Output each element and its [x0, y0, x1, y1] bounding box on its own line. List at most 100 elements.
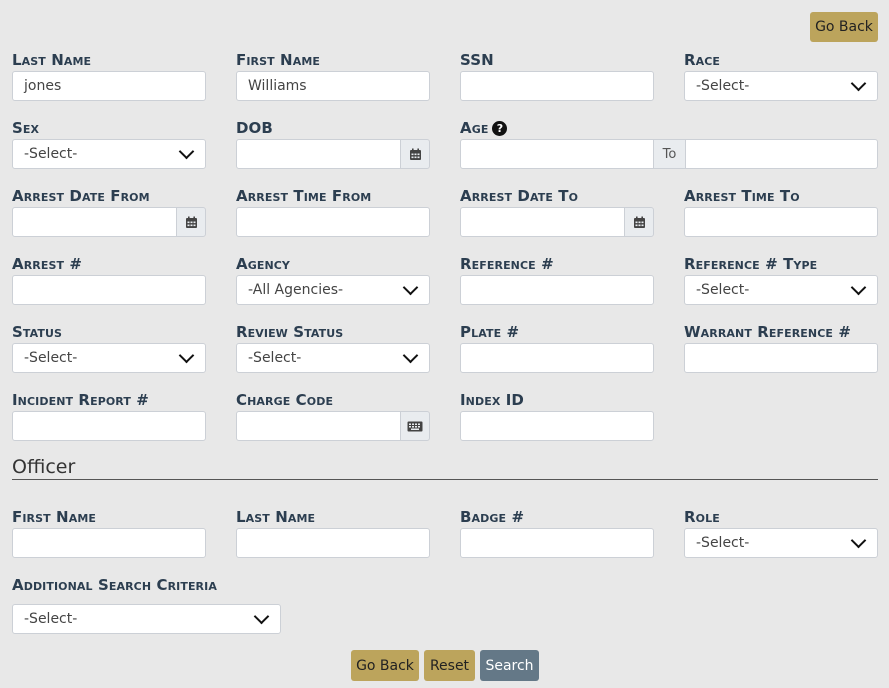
chevron-down-icon: [402, 279, 419, 296]
label-text: First Name: [12, 508, 96, 526]
label-text: Review Status: [236, 323, 344, 341]
incident-report-number-input[interactable]: [12, 411, 206, 441]
section-divider: [12, 479, 878, 480]
calendar-button[interactable]: [624, 207, 654, 237]
officer-section-title: Officer: [12, 456, 76, 478]
role-select[interactable]: -Select-: [684, 528, 878, 558]
first-name-input[interactable]: Williams: [236, 71, 430, 101]
label-text: Agency: [236, 255, 290, 273]
chevron-down-icon: [178, 347, 195, 364]
ssn-label: SSN: [460, 51, 494, 69]
warrant-reference-number-input[interactable]: [684, 343, 878, 373]
race-select[interactable]: -Select-: [684, 71, 878, 101]
label-text: First Name: [236, 51, 320, 69]
incident-report-number-label: Incident Report #: [12, 391, 149, 409]
calendar-button[interactable]: [176, 207, 206, 237]
arrest-date-from-input[interactable]: [12, 207, 177, 237]
agency-select[interactable]: -All Agencies-: [236, 275, 430, 305]
sex-select[interactable]: -Select-: [12, 139, 206, 169]
role-label: Role: [684, 508, 720, 526]
officer-last-name-label: Last Name: [236, 508, 315, 526]
additional-criteria-select[interactable]: -Select-: [12, 604, 281, 634]
chevron-down-icon: [850, 279, 867, 296]
label-text: Sex: [12, 119, 40, 137]
race-label: Race: [684, 51, 720, 69]
selected-value: -All Agencies-: [248, 282, 344, 298]
go-back-button[interactable]: Go Back: [351, 650, 419, 681]
question-circle-icon[interactable]: ?: [492, 121, 508, 136]
first-name-label: First Name: [236, 51, 320, 69]
plate-number-input[interactable]: [460, 343, 654, 373]
selected-value: -Select-: [24, 611, 78, 627]
go-back-top-button[interactable]: Go Back: [810, 12, 878, 42]
status-label: Status: [12, 323, 62, 341]
age-to-input[interactable]: [685, 139, 878, 169]
age-to-addon: To: [653, 139, 686, 169]
calendar-icon: [633, 216, 646, 229]
label-text: Arrest Date To: [460, 187, 579, 205]
status-select[interactable]: -Select-: [12, 343, 206, 373]
dob-label: DOB: [236, 119, 273, 137]
selected-value: -Select-: [696, 282, 750, 298]
officer-first-name-input[interactable]: [12, 528, 206, 558]
reset-button[interactable]: Reset: [424, 650, 475, 681]
label-text: DOB: [236, 119, 273, 137]
label-text: Reference #: [460, 255, 554, 273]
calendar-icon: [185, 216, 198, 229]
index-id-input[interactable]: [460, 411, 654, 441]
index-id-label: Index ID: [460, 391, 524, 409]
calendar-button[interactable]: [400, 139, 430, 169]
plate-number-label: Plate #: [460, 323, 519, 341]
reference-number-type-select[interactable]: -Select-: [684, 275, 878, 305]
keyboard-button[interactable]: [400, 411, 430, 441]
additional-criteria-label: Additional Search Criteria: [12, 576, 217, 594]
arrest-time-to-label: Arrest Time To: [684, 187, 800, 205]
label-text: Plate #: [460, 323, 520, 341]
dob-input[interactable]: [236, 139, 401, 169]
selected-value: -Select-: [24, 350, 78, 366]
label-text: Arrest Time To: [684, 187, 800, 205]
chevron-down-icon: [402, 347, 419, 364]
review-status-select[interactable]: -Select-: [236, 343, 430, 373]
label-text: Role: [684, 508, 720, 526]
label-text: Arrest #: [12, 255, 83, 273]
reference-number-input[interactable]: [460, 275, 654, 305]
arrest-time-from-input[interactable]: [236, 207, 430, 237]
reference-number-label: Reference #: [460, 255, 554, 273]
badge-number-input[interactable]: [460, 528, 654, 558]
sex-label: Sex: [12, 119, 39, 137]
label-text: Badge #: [460, 508, 525, 526]
arrest-number-input[interactable]: [12, 275, 206, 305]
arrest-time-from-label: Arrest Time From: [236, 187, 371, 205]
selected-value: -Select-: [24, 146, 78, 162]
ssn-input[interactable]: [460, 71, 654, 101]
chevron-down-icon: [178, 143, 195, 160]
chevron-down-icon: [850, 532, 867, 549]
arrest-date-to-input[interactable]: [460, 207, 625, 237]
age-label: Age?: [460, 119, 508, 137]
label-text: Reference # Type: [684, 255, 818, 273]
label-text: Last Name: [12, 51, 92, 69]
chevron-down-icon: [850, 75, 867, 92]
last-name-label: Last Name: [12, 51, 91, 69]
arrest-date-to-label: Arrest Date To: [460, 187, 578, 205]
officer-last-name-input[interactable]: [236, 528, 430, 558]
search-button[interactable]: Search: [480, 650, 539, 681]
arrest-date-from-label: Arrest Date From: [12, 187, 150, 205]
age-from-input[interactable]: [460, 139, 654, 169]
badge-number-label: Badge #: [460, 508, 524, 526]
warrant-reference-number-label: Warrant Reference #: [684, 323, 851, 341]
reference-number-type-label: Reference # Type: [684, 255, 817, 273]
label-text: SSN: [460, 51, 494, 69]
last-name-input[interactable]: jones: [12, 71, 206, 101]
charge-code-label: Charge Code: [236, 391, 333, 409]
arrest-number-label: Arrest #: [12, 255, 82, 273]
charge-code-input[interactable]: [236, 411, 401, 441]
arrest-time-to-input[interactable]: [684, 207, 878, 237]
label-text: Arrest Time From: [236, 187, 372, 205]
label-text: Charge Code: [236, 391, 334, 409]
label-text: Race: [684, 51, 721, 69]
label-text: Last Name: [236, 508, 316, 526]
label-text: Arrest Date From: [12, 187, 150, 205]
selected-value: -Select-: [696, 78, 750, 94]
